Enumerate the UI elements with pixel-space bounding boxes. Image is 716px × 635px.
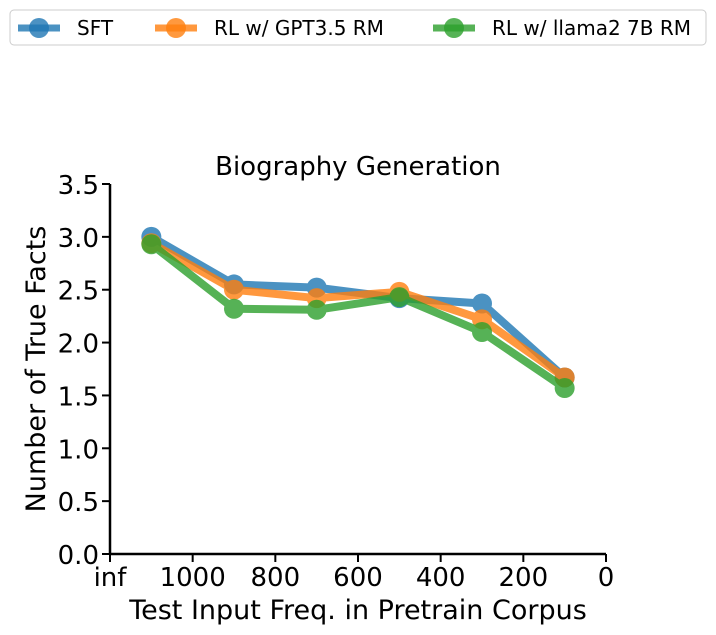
y-tick-label: 2.0 — [58, 330, 99, 360]
x-tick-label: 0 — [598, 563, 615, 593]
x-tick-label: 800 — [251, 563, 301, 593]
legend-item: SFT — [18, 16, 114, 40]
data-point — [224, 279, 244, 300]
x-tick-label: 600 — [333, 563, 383, 593]
data-point — [306, 299, 327, 320]
legend-label: RL w/ GPT3.5 RM — [214, 16, 384, 40]
legend-marker-swatch — [29, 18, 49, 38]
x-tick-label: inf — [94, 563, 128, 593]
series-line — [147, 239, 569, 382]
legend-frame — [9, 9, 707, 46]
y-tick-label: 0.0 — [58, 541, 99, 571]
data-point — [141, 234, 162, 255]
chart-title: Biography Generation — [215, 152, 501, 182]
x-axis-label: Test Input Freq. in Pretrain Corpus — [128, 595, 587, 626]
legend: SFT RL w/ GPT3.5 RM RL w/ llama2 7B RM — [9, 9, 707, 46]
legend-marker-swatch — [166, 18, 186, 38]
y-ticks: 0.0 0.5 1.0 1.5 2.0 2.5 3.0 3.5 — [58, 171, 110, 571]
y-tick-label: 2.5 — [58, 277, 99, 307]
x-tick-label: 200 — [499, 563, 549, 593]
series-3 — [141, 234, 575, 399]
series-layer — [141, 226, 575, 399]
x-ticks: inf 1000 800 600 400 200 0 — [94, 554, 615, 593]
data-point — [224, 298, 244, 319]
legend-item: RL w/ GPT3.5 RM — [155, 16, 384, 40]
y-tick-label: 0.5 — [58, 488, 99, 518]
data-point — [389, 287, 410, 308]
series-2 — [141, 233, 575, 388]
y-tick-label: 1.0 — [58, 435, 99, 465]
legend-label: RL w/ llama2 7B RM — [492, 16, 691, 40]
legend-marker-swatch — [444, 18, 464, 38]
data-point — [472, 322, 492, 342]
data-point — [472, 293, 492, 314]
y-axis-label: Number of True Facts — [21, 226, 52, 513]
x-tick-label: 1000 — [160, 563, 226, 593]
x-tick-label: 400 — [416, 563, 466, 593]
legend-item: RL w/ llama2 7B RM — [433, 16, 691, 40]
y-tick-label: 3.5 — [58, 171, 99, 201]
series-line — [147, 240, 569, 393]
y-tick-label: 3.0 — [58, 224, 99, 254]
y-tick-label: 1.5 — [58, 382, 99, 412]
data-point — [554, 378, 575, 399]
legend-label: SFT — [77, 16, 114, 40]
